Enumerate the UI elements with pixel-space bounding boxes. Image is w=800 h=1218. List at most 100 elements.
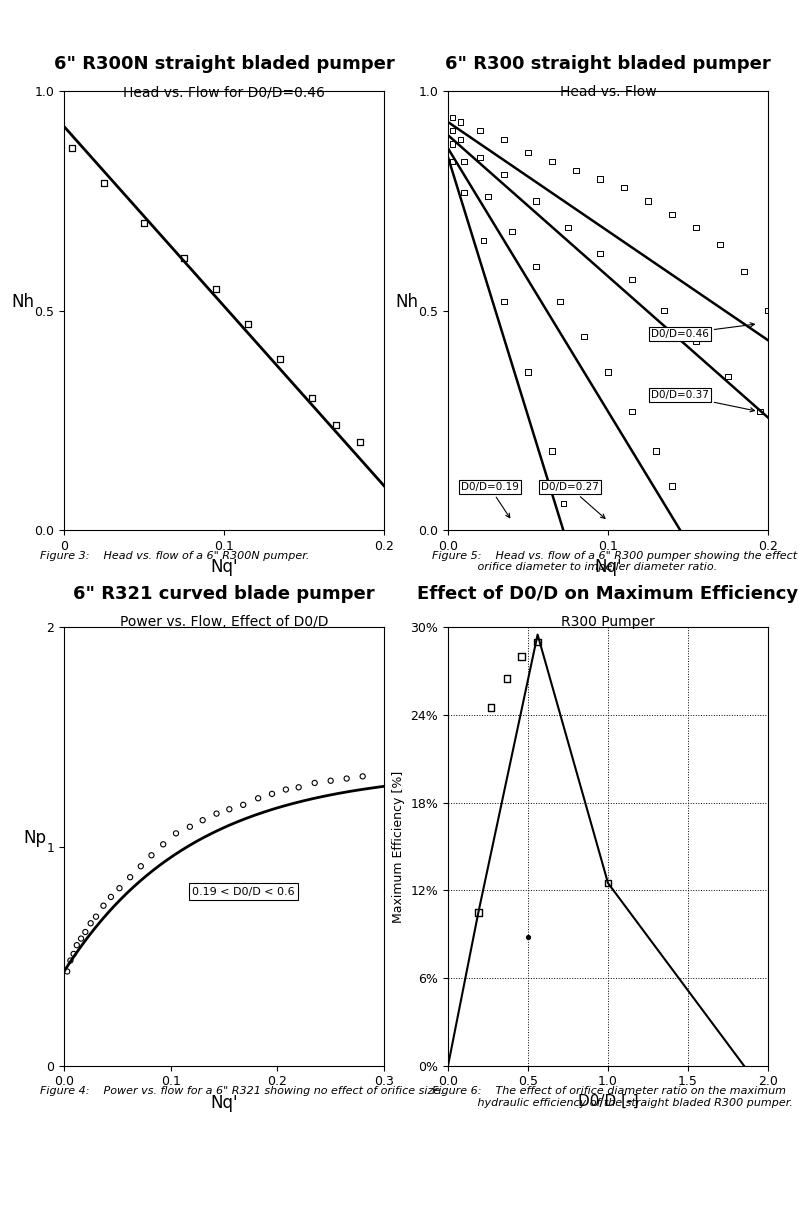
Point: [113, 878, 126, 898]
Text: 0.19 < D0/D < 0.6: 0.19 < D0/D < 0.6: [192, 887, 294, 896]
Point: [64, 951, 77, 971]
Text: D0/D=0.27: D0/D=0.27: [541, 482, 605, 519]
Point: [458, 183, 470, 202]
Point: [714, 235, 726, 255]
Point: [183, 817, 196, 837]
Point: [546, 152, 558, 172]
Point: [74, 929, 87, 949]
Point: [266, 784, 278, 804]
Point: [61, 962, 74, 982]
Point: [84, 914, 97, 933]
Point: [210, 279, 222, 298]
Point: [90, 907, 102, 927]
Point: [274, 350, 286, 369]
Text: Figure 6:    The effect of orifice diameter ratio on the maximum
             hy: Figure 6: The effect of orifice diameter…: [432, 1086, 793, 1108]
Y-axis label: Nh: Nh: [396, 292, 418, 311]
Point: [738, 262, 750, 281]
Text: 6" R321 curved blade pumper: 6" R321 curved blade pumper: [73, 585, 375, 603]
Point: [79, 922, 92, 942]
Point: [570, 161, 582, 180]
Point: [196, 810, 209, 829]
Point: [578, 328, 590, 347]
Point: [242, 314, 254, 334]
Point: [546, 441, 558, 460]
Point: [446, 134, 459, 153]
Point: [594, 244, 606, 263]
Point: [515, 647, 528, 666]
Point: [522, 927, 534, 946]
Point: [530, 191, 542, 211]
Text: 6" R300N straight bladed pumper: 6" R300N straight bladed pumper: [54, 55, 394, 73]
Point: [292, 777, 305, 797]
Text: Power vs. Flow, Effect of D0/D: Power vs. Flow, Effect of D0/D: [120, 615, 328, 628]
Point: [356, 766, 369, 786]
Point: [602, 873, 614, 893]
Point: [446, 152, 459, 172]
Point: [279, 780, 292, 799]
Text: D0/D=0.37: D0/D=0.37: [651, 390, 754, 412]
Text: Head vs. Flow for D0/D=0.46: Head vs. Flow for D0/D=0.46: [123, 85, 325, 99]
Point: [458, 152, 470, 172]
Point: [666, 476, 678, 496]
Point: [170, 823, 182, 843]
Point: [554, 292, 566, 312]
Point: [642, 191, 654, 211]
Point: [446, 121, 459, 140]
Point: [70, 935, 83, 955]
Point: [501, 669, 514, 688]
Point: [498, 130, 510, 150]
Text: Figure 4:    Power vs. flow for a 6" R321 showing no effect of orifice size.: Figure 4: Power vs. flow for a 6" R321 s…: [40, 1086, 444, 1096]
Point: [722, 367, 734, 386]
Point: [472, 903, 485, 922]
Point: [754, 402, 766, 421]
Point: [498, 164, 510, 184]
Point: [105, 887, 118, 906]
Point: [506, 222, 518, 241]
Point: [66, 139, 78, 158]
Point: [97, 896, 110, 916]
Point: [690, 218, 702, 238]
Text: Figure 5:    Head vs. flow of a 6" R300 pumper showing the effect of
           : Figure 5: Head vs. flow of a 6" R300 pum…: [432, 551, 800, 572]
Point: [477, 230, 490, 250]
Y-axis label: Maximum Efficiency [%]: Maximum Efficiency [%]: [392, 771, 405, 923]
Point: [67, 944, 80, 963]
Point: [690, 331, 702, 351]
Point: [157, 834, 170, 854]
Point: [308, 773, 321, 793]
Point: [666, 205, 678, 224]
Point: [650, 441, 662, 460]
Point: [557, 493, 570, 513]
Point: [330, 415, 342, 435]
Text: Head vs. Flow: Head vs. Flow: [560, 85, 656, 99]
Point: [522, 362, 534, 381]
Text: Figure 3:    Head vs. flow of a 6" R300N pumper.: Figure 3: Head vs. flow of a 6" R300N pu…: [40, 551, 310, 560]
Point: [626, 402, 638, 421]
Point: [178, 248, 190, 268]
Point: [530, 257, 542, 276]
Point: [498, 292, 510, 312]
Point: [658, 301, 670, 320]
Point: [522, 143, 534, 162]
Point: [474, 147, 486, 167]
Text: 6" R300 straight bladed pumper: 6" R300 straight bladed pumper: [445, 55, 771, 73]
Point: [354, 432, 366, 452]
Text: R300 Pumper: R300 Pumper: [561, 615, 655, 628]
X-axis label: D0/D [-]: D0/D [-]: [578, 1094, 638, 1110]
Point: [124, 867, 137, 887]
Point: [454, 130, 467, 150]
Point: [306, 389, 318, 408]
Point: [454, 112, 467, 132]
Y-axis label: Np: Np: [24, 828, 46, 847]
Point: [134, 856, 147, 876]
Point: [98, 174, 110, 194]
Point: [485, 698, 498, 717]
Point: [237, 795, 250, 815]
Point: [138, 213, 150, 233]
Point: [474, 121, 486, 140]
Point: [340, 769, 353, 788]
Point: [482, 186, 494, 206]
Point: [602, 362, 614, 381]
X-axis label: Nq': Nq': [210, 558, 238, 576]
Point: [531, 632, 544, 652]
Text: D0/D=0.19: D0/D=0.19: [461, 482, 518, 518]
